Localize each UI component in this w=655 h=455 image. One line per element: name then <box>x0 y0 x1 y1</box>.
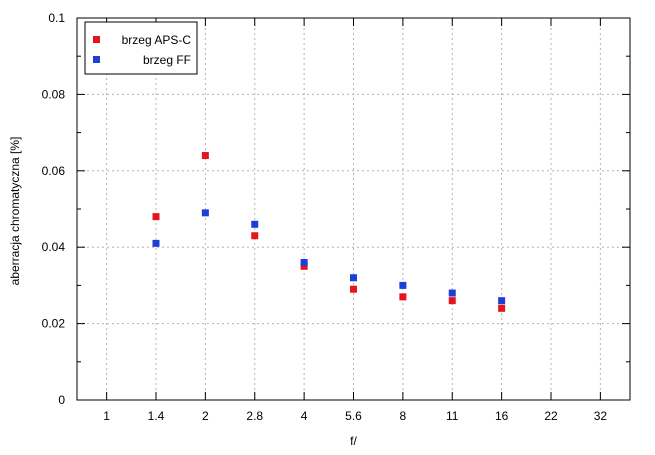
x-tick-label: 8 <box>400 409 407 423</box>
y-tick-label: 0.04 <box>42 240 66 254</box>
legend-label: brzeg FF <box>143 53 191 67</box>
data-points <box>152 152 506 312</box>
y-tick-label: 0 <box>58 393 65 407</box>
legend-marker <box>93 36 100 43</box>
ticks: 0 0.02 0.04 0.06 0.08 0.1 1 1.4 2 2.8 4 5.6 8 11 16 22 3… <box>42 11 630 423</box>
grid <box>77 18 630 400</box>
x-tick-label: 1 <box>103 409 110 423</box>
x-tick-label: 2 <box>202 409 209 423</box>
legend-box <box>84 21 198 75</box>
y-tick-label: 0.08 <box>42 87 66 101</box>
data-point <box>399 293 407 301</box>
data-point <box>251 232 259 240</box>
data-point <box>300 262 308 270</box>
x-tick-label: 4 <box>301 409 308 423</box>
x-tick-label: 1.4 <box>148 409 165 423</box>
x-tick-label: 2.8 <box>246 409 263 423</box>
data-point <box>498 304 506 312</box>
y-tick-label: 0.02 <box>42 317 66 331</box>
data-point <box>201 209 209 217</box>
x-tick-label: 16 <box>495 409 509 423</box>
data-point <box>350 274 357 282</box>
x-tick-label: 32 <box>594 409 608 423</box>
data-point <box>498 297 506 305</box>
y-axis-label: aberracja chromatyczna [%] <box>8 137 22 286</box>
data-point <box>399 281 407 289</box>
data-point <box>152 239 160 247</box>
x-tick-label: 22 <box>544 409 558 423</box>
x-tick-label: 11 <box>446 409 459 423</box>
y-tick-label: 0.06 <box>42 164 66 178</box>
data-point <box>300 258 308 266</box>
data-point <box>251 220 259 228</box>
data-point <box>448 289 456 297</box>
data-point <box>350 285 357 293</box>
data-point <box>448 297 456 305</box>
legend: brzeg APS-C brzeg FF <box>84 21 198 75</box>
data-point <box>152 213 160 221</box>
y-tick-label: 0.1 <box>48 11 65 25</box>
data-point <box>201 152 209 160</box>
legend-marker <box>93 56 100 63</box>
x-tick-label: 5.6 <box>345 409 362 423</box>
x-axis-label: f/ <box>350 434 357 448</box>
legend-label: brzeg APS-C <box>122 33 192 47</box>
